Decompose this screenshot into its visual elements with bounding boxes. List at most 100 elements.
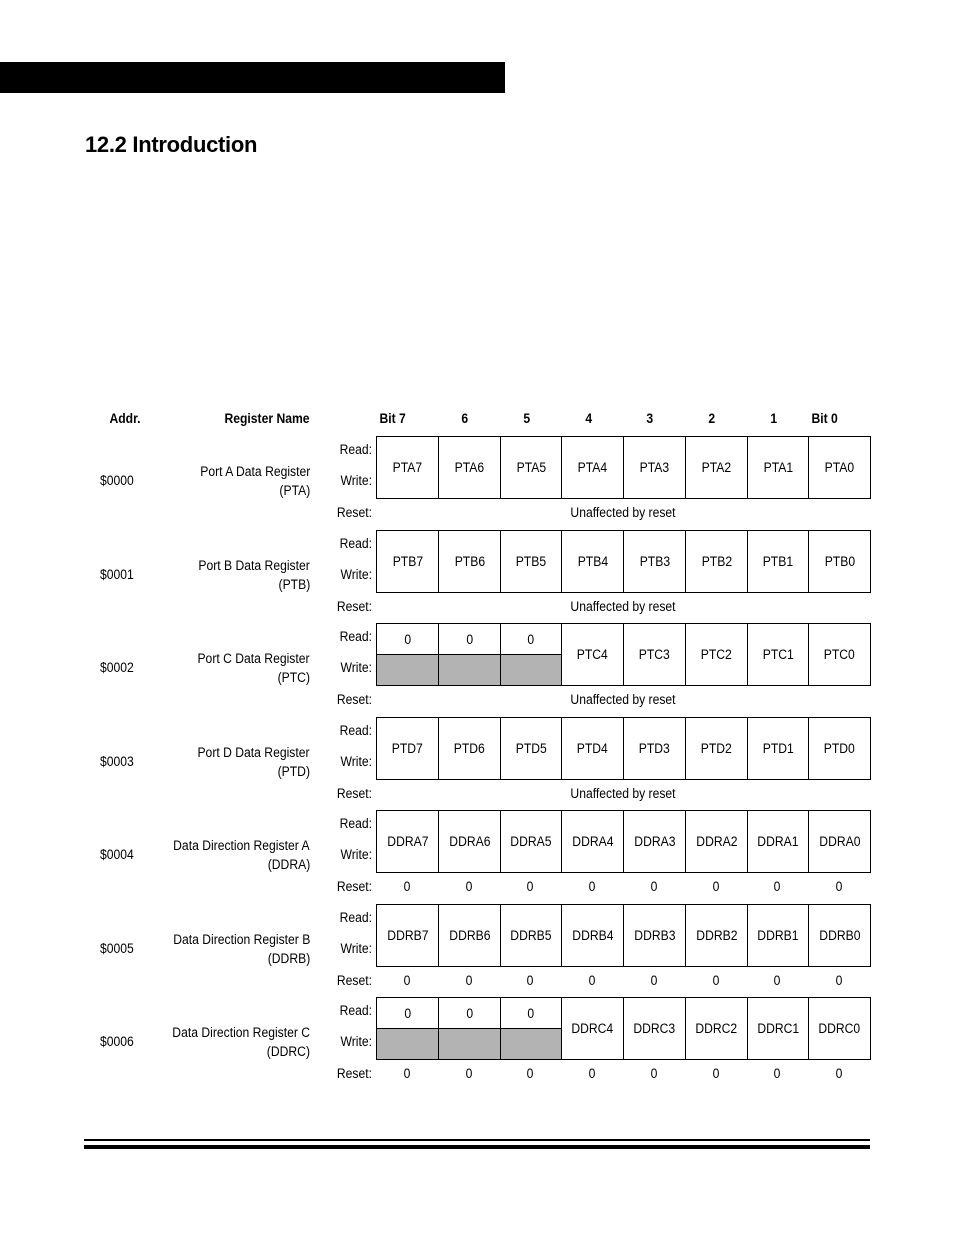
reset-bit-value: 0 (650, 879, 658, 894)
bit-unimplemented-cell (500, 1028, 562, 1060)
write-label: Write: (340, 660, 372, 675)
register-address: $0004 (100, 847, 134, 862)
bit-cell: DDRA4 (561, 810, 624, 873)
bit-cell: PTC2 (685, 623, 748, 686)
bit-cell: PTD4 (561, 717, 624, 780)
reset-bit-value: 0 (835, 973, 843, 988)
reset-bit-value: 0 (403, 1066, 411, 1081)
bit-cell: DDRB5 (500, 904, 562, 967)
bit-unimplemented-cell (438, 654, 501, 686)
bit-unimplemented-cell (376, 654, 439, 686)
register-abbreviation: (PTD) (277, 764, 310, 779)
register-name: Data Direction Register A (173, 838, 310, 853)
bit-cell: PTA5 (500, 436, 562, 499)
bit-cell: DDRB2 (685, 904, 748, 967)
reset-bit-value: 0 (526, 879, 534, 894)
bit-cell: PTA0 (808, 436, 871, 499)
reset-bit-value: 0 (712, 973, 719, 988)
bit-cell: PTC4 (561, 623, 624, 686)
bit-read-only-cell: 0 (376, 623, 439, 655)
bit-cell: DDRB4 (561, 904, 624, 967)
reset-bit-value: 0 (835, 879, 843, 894)
bit-cell: DDRC3 (623, 997, 686, 1060)
bit-cell: PTD1 (747, 717, 809, 780)
bit-cell: PTB4 (561, 530, 624, 593)
column-header-bit: 1 (770, 411, 777, 426)
bit-cell: PTD0 (808, 717, 871, 780)
register-abbreviation: (PTA) (279, 483, 310, 498)
reset-bit-value: 0 (588, 973, 596, 988)
bit-cell: PTC3 (623, 623, 686, 686)
bit-cell: DDRA1 (747, 810, 809, 873)
bit-cell: PTD2 (685, 717, 748, 780)
reset-bit-value: 0 (650, 1066, 658, 1081)
register-abbreviation: (PTB) (278, 577, 310, 592)
bit-cell: PTA6 (438, 436, 501, 499)
bit-cell: DDRA7 (376, 810, 439, 873)
bit-cell: PTD6 (438, 717, 501, 780)
read-label: Read: (339, 910, 372, 925)
bit-read-only-cell: 0 (438, 997, 501, 1029)
reset-label: Reset: (336, 599, 372, 614)
column-header-bit: 3 (646, 411, 654, 426)
read-label: Read: (339, 723, 372, 738)
bit-read-only-cell: 0 (500, 623, 562, 655)
bit-cell: DDRA5 (500, 810, 562, 873)
bit-cell: DDRA0 (808, 810, 871, 873)
write-label: Write: (340, 847, 372, 862)
write-label: Write: (340, 567, 372, 582)
bit-cell: DDRA6 (438, 810, 501, 873)
bit-cell: PTD3 (623, 717, 686, 780)
reset-bit-value: 0 (773, 879, 781, 894)
bit-cell: PTB5 (500, 530, 562, 593)
bit-cell: DDRB3 (623, 904, 686, 967)
reset-value: Unaffected by reset (570, 786, 676, 801)
reset-bit-value: 0 (835, 1066, 843, 1081)
reset-label: Reset: (336, 505, 372, 520)
read-label: Read: (339, 629, 372, 644)
header-bar (0, 62, 505, 93)
bit-cell: DDRB1 (747, 904, 809, 967)
register-abbreviation: (DDRB) (267, 951, 310, 966)
bit-cell: DDRC0 (808, 997, 871, 1060)
section-title: 12.2 Introduction (85, 132, 258, 157)
write-label: Write: (340, 941, 372, 956)
reset-bit-value: 0 (403, 973, 411, 988)
write-label: Write: (340, 1034, 372, 1049)
column-header-bit: 4 (584, 411, 592, 426)
bit-unimplemented-cell (500, 654, 562, 686)
bit-cell: PTB6 (438, 530, 501, 593)
column-header-register-name: Register Name (224, 411, 310, 426)
bit-cell: PTB1 (747, 530, 809, 593)
bit-cell: PTD5 (500, 717, 562, 780)
bit-unimplemented-cell (376, 1028, 439, 1060)
bit-read-only-cell: 0 (376, 997, 439, 1029)
bit-cell: DDRB0 (808, 904, 871, 967)
bit-read-only-cell: 0 (438, 623, 501, 655)
bit-cell: PTA3 (623, 436, 686, 499)
column-header-bit: Bit 7 (379, 411, 406, 426)
register-address: $0001 (100, 567, 134, 582)
footer-rule-thin (84, 1139, 870, 1141)
bit-cell: PTA1 (747, 436, 809, 499)
register-address: $0003 (100, 754, 134, 769)
column-header-bit: 5 (523, 411, 530, 426)
reset-bit-value: 0 (650, 973, 658, 988)
bit-cell: PTA2 (685, 436, 748, 499)
write-label: Write: (340, 754, 372, 769)
read-label: Read: (339, 536, 372, 551)
register-name: Data Direction Register C (172, 1025, 310, 1040)
bit-read-only-cell: 0 (500, 997, 562, 1029)
reset-label: Reset: (336, 1066, 372, 1081)
reset-bit-value: 0 (588, 879, 596, 894)
bit-cell: DDRA3 (623, 810, 686, 873)
register-address: $0005 (100, 941, 134, 956)
column-header-bit: 2 (708, 411, 716, 426)
reset-value: Unaffected by reset (570, 505, 676, 520)
reset-label: Reset: (336, 973, 372, 988)
bit-cell: PTA7 (376, 436, 439, 499)
reset-value: Unaffected by reset (570, 692, 676, 707)
bit-cell: PTD7 (376, 717, 439, 780)
column-header-bit: Bit 0 (811, 411, 838, 426)
reset-bit-value: 0 (465, 1066, 472, 1081)
